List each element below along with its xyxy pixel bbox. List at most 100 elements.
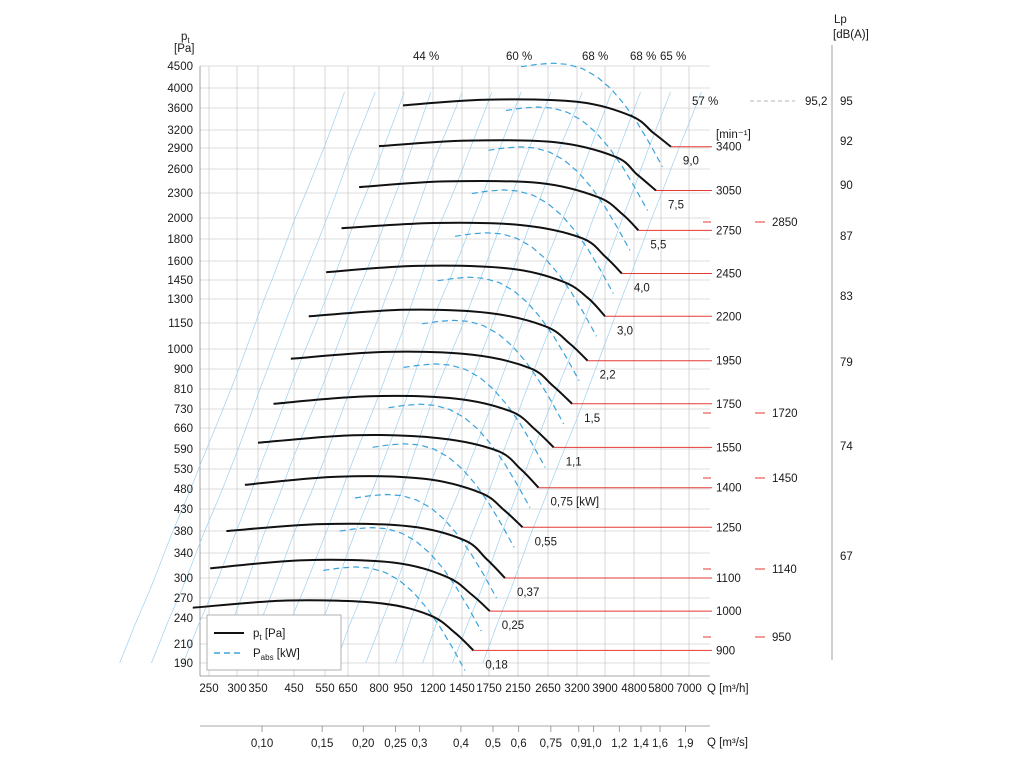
pabs-label: 7,5 xyxy=(668,199,684,211)
speed-label: 1950 xyxy=(716,356,742,368)
noise-label: 1140 xyxy=(772,564,797,576)
x-tick-label: 1450 xyxy=(449,683,475,695)
speed-label: 1000 xyxy=(716,606,742,618)
speed-label: 2750 xyxy=(716,225,742,237)
system-line xyxy=(395,92,612,664)
y-tick-label: 4000 xyxy=(167,83,193,95)
pabs-label: 0,75 [kW] xyxy=(550,497,599,509)
system-line xyxy=(274,92,493,664)
pt-curve xyxy=(257,433,540,489)
lp-tick-label: 83 xyxy=(840,291,853,303)
lp-tick-label: 87 xyxy=(840,231,853,243)
x-tick-label: 2650 xyxy=(535,683,561,695)
efficiency-label: 68 % xyxy=(582,51,608,63)
x-axis-2-tick-label: 0,4 xyxy=(453,738,470,750)
pt-curve xyxy=(226,522,506,579)
x-axis-2-tick-label: 0,75 xyxy=(540,738,562,750)
x-tick-label: 250 xyxy=(199,683,218,695)
x-tick-label: 650 xyxy=(338,683,357,695)
noise-label: 2850 xyxy=(772,217,798,229)
y-tick-label: 530 xyxy=(174,464,193,476)
system-line xyxy=(482,92,702,664)
pabs-curve xyxy=(403,363,546,468)
y-tick-label: 2000 xyxy=(167,213,193,225)
lp-tick-label: 74 xyxy=(840,441,853,453)
y-tick-label: 480 xyxy=(174,484,193,496)
x-axis-2-tick-label: 1,4 xyxy=(633,738,650,750)
system-line xyxy=(119,92,345,664)
x-tick-label: 1200 xyxy=(420,683,446,695)
y-tick-label: 730 xyxy=(174,404,193,416)
pabs-label: 0,18 xyxy=(485,659,507,671)
y-tick-label: 1450 xyxy=(167,275,193,287)
pt-curve xyxy=(192,599,475,652)
speed-label: 2200 xyxy=(716,311,742,323)
system-line xyxy=(335,92,552,664)
x-axis-2-tick-label: 1,9 xyxy=(678,738,694,750)
x-axis-title: Q [m³/h] xyxy=(707,683,749,695)
y-tick-label: 2900 xyxy=(167,143,193,155)
y-tick-label: 1600 xyxy=(167,256,193,268)
efficiency-label: 68 % xyxy=(630,51,656,63)
pt-curve xyxy=(308,308,589,362)
y-axis-title: pt xyxy=(181,31,190,45)
pabs-label: 2,2 xyxy=(600,370,616,382)
y-tick-label: 190 xyxy=(174,658,193,670)
efficiency-label: 57 % xyxy=(692,96,718,108)
pt-curve xyxy=(290,350,573,405)
system-line xyxy=(151,92,376,664)
speed-label: 1750 xyxy=(716,399,742,411)
pt-curve xyxy=(402,98,672,148)
legend-label-pabs: Pabs [kW] xyxy=(253,648,300,662)
x-tick-label: 3900 xyxy=(592,683,618,695)
legend: pt [Pa] Pabs [kW] xyxy=(206,614,342,671)
lp-tick-label: 67 xyxy=(840,551,853,563)
pressure-curves xyxy=(192,98,672,652)
labels: 4500 4000 3600 3200 2900 2600 2300 2000 1800 1600… xyxy=(167,51,853,750)
x-axis-2-tick-label: 0,15 xyxy=(311,738,333,750)
pabs-label: 9,0 xyxy=(683,156,699,168)
y-tick-label: 3200 xyxy=(167,125,193,137)
y-tick-label: 1800 xyxy=(167,234,193,246)
speed-label: 1250 xyxy=(716,522,742,534)
x-tick-label: 550 xyxy=(315,683,334,695)
speed-label: 1400 xyxy=(716,483,742,495)
pabs-label: 1,5 xyxy=(584,413,600,425)
y-tick-label: 660 xyxy=(174,423,193,435)
x-tick-label: 4800 xyxy=(621,683,647,695)
x-tick-label: 450 xyxy=(284,683,303,695)
x-axis-2-tick-label: 0,20 xyxy=(352,738,374,750)
pt-curve xyxy=(273,394,555,449)
y-axis-unit: [Pa] xyxy=(174,43,194,55)
pabs-label: 5,5 xyxy=(650,239,666,251)
lp-axis-unit: [dB(A)] xyxy=(833,29,869,41)
grid xyxy=(199,45,833,732)
pabs-curve xyxy=(323,566,466,671)
pabs-curve xyxy=(488,146,631,251)
legend-label-pt: pt [Pa] xyxy=(253,628,285,642)
pt-curve xyxy=(244,475,524,529)
speed-unit: [min⁻¹] xyxy=(716,129,751,141)
system-lines xyxy=(119,92,702,664)
pt-curve xyxy=(210,558,491,612)
pt-curve xyxy=(378,139,657,192)
y-tick-label: 210 xyxy=(174,639,193,651)
y-tick-label: 900 xyxy=(174,364,193,376)
y-tick-label: 4500 xyxy=(167,61,193,73)
speed-label: 3050 xyxy=(716,185,742,197)
y-tick-label: 590 xyxy=(174,444,193,456)
x-tick-label: 1750 xyxy=(476,683,502,695)
y-tick-label: 240 xyxy=(174,613,193,625)
pt-curve xyxy=(359,179,640,232)
speed-markers xyxy=(473,100,795,651)
system-line xyxy=(422,92,641,664)
noise-label: 950 xyxy=(772,632,791,644)
x-tick-label: 350 xyxy=(248,683,267,695)
pt-curve xyxy=(326,264,606,317)
y-tick-label: 380 xyxy=(174,526,193,538)
pabs-curve xyxy=(437,276,580,381)
x-axis-2-tick-label: 0,3 xyxy=(411,738,427,750)
lp-axis-title: Lp xyxy=(834,14,847,26)
x-tick-label: 3200 xyxy=(564,683,590,695)
